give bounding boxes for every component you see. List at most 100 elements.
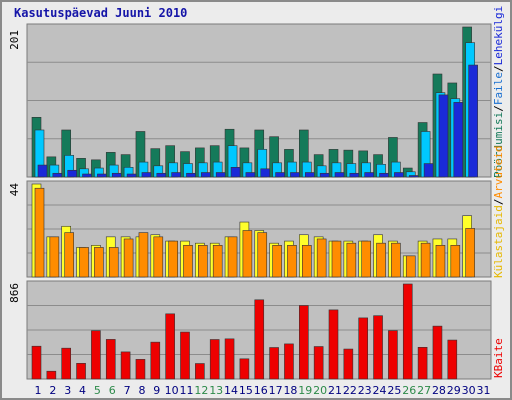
bar-bottom-kbaite-day-13: [209, 339, 220, 380]
bar-middle-arvuteid-day-28: [435, 245, 446, 278]
bar-middle-arvuteid-day-14: [227, 236, 238, 278]
bar-middle-arvuteid-day-20: [316, 238, 327, 278]
bar-top-lehekülgi-day-12: [201, 172, 211, 178]
bar-top-lehekülgi-day-17: [275, 172, 285, 178]
x-tick-day-17: 17: [269, 384, 283, 397]
bar-layer: [31, 26, 478, 380]
legend-visits: Pöördumisi: [492, 112, 505, 178]
bar-bottom-kbaite-day-26: [402, 283, 413, 380]
bar-top-lehekülgi-day-25: [394, 172, 404, 178]
bar-middle-arvuteid-day-2: [49, 236, 60, 278]
bar-bottom-kbaite-day-5: [91, 330, 101, 380]
bar-bottom-kbaite-day-27: [417, 346, 428, 380]
bar-top-lehekülgi-day-4: [82, 173, 92, 178]
legend-pages: Lehekülgi: [492, 6, 505, 66]
x-tick-day-22: 22: [343, 384, 357, 397]
bar-top-lehekülgi-day-26: [408, 175, 419, 178]
bar-bottom-kbaite-day-6: [105, 339, 116, 380]
x-tick-day-3: 3: [64, 384, 71, 397]
bar-middle-arvuteid-day-21: [331, 240, 342, 278]
bar-middle-arvuteid-day-8: [138, 232, 149, 278]
x-tick-day-9: 9: [153, 384, 160, 397]
bar-bottom-kbaite-day-28: [432, 325, 443, 380]
bar-middle-arvuteid-day-6: [108, 247, 119, 278]
bar-top-lehekülgi-day-3: [67, 169, 77, 178]
x-tick-day-7: 7: [124, 384, 131, 397]
legend-middle: Külastajaid/Arvuteid: [492, 146, 505, 278]
bar-top-lehekülgi-day-18: [290, 172, 300, 178]
x-tick-day-4: 4: [79, 384, 86, 397]
legend-kbytes: KBaite: [492, 338, 505, 378]
bar-top-lehekülgi-day-28: [438, 94, 449, 178]
x-tick-day-25: 25: [387, 384, 401, 397]
ymax-label-bottom: 866: [8, 283, 21, 303]
legend-files: Faile: [492, 72, 505, 105]
legend-sep-3: /: [492, 199, 505, 206]
bar-bottom-kbaite-day-1: [31, 345, 42, 380]
bar-middle-arvuteid-day-10: [168, 240, 178, 278]
bar-bottom-kbaite-day-19: [298, 305, 309, 380]
bar-top-lehekülgi-day-24: [379, 172, 389, 178]
bar-top-lehekülgi-day-10: [171, 172, 181, 178]
bar-bottom-kbaite-day-20: [313, 346, 324, 380]
bar-middle-arvuteid-day-4: [79, 247, 89, 278]
bar-top-lehekülgi-day-20: [319, 172, 330, 178]
legend-computers: Arvuteid: [492, 146, 505, 199]
bar-bottom-kbaite-day-8: [135, 359, 146, 380]
bar-bottom-kbaite-day-29: [447, 339, 458, 380]
legend-bottom: KBaite: [492, 338, 505, 378]
x-tick-day-10: 10: [165, 384, 179, 397]
bar-middle-arvuteid-day-29: [450, 245, 461, 278]
bar-bottom-kbaite-day-24: [373, 315, 383, 380]
legend-visitors: Külastajaid: [492, 205, 505, 278]
bar-top-lehekülgi-day-7: [126, 173, 137, 178]
bar-middle-arvuteid-day-1: [34, 187, 45, 278]
bar-top-lehekülgi-day-27: [423, 163, 434, 178]
bar-middle-arvuteid-day-13: [212, 245, 223, 278]
bar-bottom-kbaite-day-16: [254, 299, 265, 380]
ymax-label-middle: 44: [8, 183, 21, 197]
bar-bottom-kbaite-day-18: [284, 343, 294, 380]
x-tick-day-28: 28: [432, 384, 446, 397]
bar-middle-arvuteid-day-23: [361, 240, 372, 278]
x-tick-day-16: 16: [254, 384, 268, 397]
bar-middle-arvuteid-day-24: [376, 242, 386, 278]
bar-top-lehekülgi-day-29: [453, 102, 464, 178]
x-tick-day-8: 8: [138, 384, 145, 397]
x-tick-day-13: 13: [209, 384, 223, 397]
bar-top-lehekülgi-day-13: [215, 172, 226, 178]
x-tick-day-27: 27: [417, 384, 431, 397]
bar-middle-arvuteid-day-9: [153, 236, 164, 278]
bar-top-lehekülgi-day-15: [245, 172, 256, 178]
bar-bottom-kbaite-day-2: [46, 370, 57, 380]
bar-bottom-kbaite-day-17: [269, 347, 279, 380]
bar-bottom-kbaite-day-10: [165, 313, 175, 380]
bar-middle-arvuteid-day-7: [123, 238, 134, 278]
x-tick-day-24: 24: [373, 384, 387, 397]
x-tick-day-26: 26: [402, 384, 416, 397]
ymax-label-top: 201: [8, 30, 21, 50]
bar-bottom-kbaite-day-22: [343, 348, 354, 380]
x-tick-day-20: 20: [313, 384, 327, 397]
x-tick-day-12: 12: [194, 384, 208, 397]
bar-bottom-kbaite-day-14: [224, 338, 235, 380]
bar-top-lehekülgi-day-9: [156, 172, 167, 178]
x-tick-day-21: 21: [328, 384, 342, 397]
bar-top-lehekülgi-day-6: [111, 172, 122, 178]
bar-bottom-kbaite-day-12: [195, 363, 205, 380]
x-tick-day-15: 15: [239, 384, 253, 397]
bar-middle-arvuteid-day-15: [242, 230, 253, 278]
bar-middle-arvuteid-day-26: [405, 255, 416, 278]
x-tick-day-14: 14: [224, 384, 238, 397]
bar-bottom-kbaite-day-4: [76, 363, 86, 380]
bar-top-lehekülgi-day-23: [364, 172, 375, 178]
x-tick-day-11: 11: [180, 384, 194, 397]
bar-top-lehekülgi-day-19: [304, 172, 315, 178]
bar-bottom-kbaite-day-9: [150, 341, 161, 380]
x-tick-day-19: 19: [298, 384, 312, 397]
legend-top: Pöördumisi/Faile/Lehekülgi: [492, 6, 505, 178]
bar-top-lehekülgi-day-11: [186, 172, 196, 178]
bar-middle-arvuteid-day-5: [94, 247, 104, 278]
bar-middle-arvuteid-day-27: [420, 242, 431, 278]
bar-middle-arvuteid-day-17: [272, 245, 282, 278]
